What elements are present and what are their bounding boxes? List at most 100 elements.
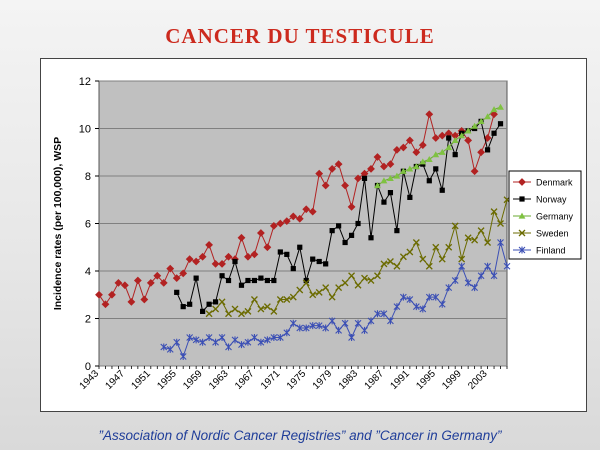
data-point-finland (192, 336, 200, 344)
data-point-finland (503, 262, 511, 270)
data-point-norway (452, 152, 458, 158)
data-point-denmark (127, 297, 136, 306)
data-point-norway (491, 130, 497, 136)
data-point-finland (218, 334, 226, 341)
data-point-finland (160, 343, 168, 351)
data-point-finland (393, 303, 401, 311)
data-point-denmark (133, 276, 142, 285)
data-point-sweden (276, 296, 284, 303)
data-point-denmark (483, 134, 492, 142)
data-point-norway (407, 194, 413, 200)
y-tick-label: 10 (79, 124, 91, 136)
data-point-finland (328, 317, 336, 325)
data-point-norway (180, 304, 186, 310)
data-point-germany (399, 167, 407, 174)
source-footer: ”Association of Nordic Cancer Registries… (98, 428, 502, 443)
data-point-norway (484, 147, 491, 153)
data-point-norway (297, 244, 303, 250)
chart-frame: 0 2 4 6 8 10 12 1943 1947 1951 1955 1959 1963 1967 197… (40, 58, 587, 412)
data-point-germany (458, 132, 466, 139)
data-point-sweden (484, 239, 492, 246)
data-point-denmark (315, 169, 324, 178)
data-point-finland (458, 262, 466, 270)
x-tick-label: 1951 (129, 368, 153, 392)
data-point-sweden (296, 286, 304, 294)
legend-label-finland: Finland (536, 246, 566, 256)
legend-marker-denmark (518, 178, 526, 186)
data-point-finland (399, 293, 407, 301)
data-point-finland (361, 326, 368, 334)
data-point-finland (322, 324, 330, 332)
x-tick-label: 1983 (337, 368, 361, 392)
data-point-norway (264, 277, 270, 284)
data-point-finland (251, 334, 258, 341)
data-point-sweden (425, 262, 433, 270)
data-point-denmark (373, 153, 382, 161)
data-point-finland (354, 319, 362, 327)
data-point-finland (471, 284, 479, 292)
data-point-finland (464, 279, 472, 287)
legend-item-norway: Norway (513, 195, 567, 205)
data-point-denmark (101, 300, 110, 309)
data-point-denmark (224, 252, 233, 261)
data-point-germany (484, 113, 491, 120)
data-point-sweden (270, 307, 278, 315)
data-point-finland (490, 272, 498, 280)
data-point-finland (212, 338, 219, 346)
data-point-finland (225, 343, 232, 351)
data-point-sweden (212, 305, 220, 313)
data-point-germany (497, 103, 504, 110)
data-point-sweden (250, 296, 258, 303)
data-point-sweden (361, 274, 368, 282)
data-point-denmark (211, 259, 220, 268)
data-point-sweden (386, 258, 394, 265)
y-tick-label: 8 (85, 171, 91, 183)
data-point-norway (277, 249, 283, 255)
data-point-denmark (256, 229, 265, 237)
x-tick-label: 1943 (78, 368, 102, 392)
data-point-denmark (354, 174, 362, 183)
data-point-norway (323, 261, 329, 267)
data-point-denmark (237, 233, 246, 242)
data-point-finland (374, 310, 381, 318)
data-point-sweden (328, 293, 336, 301)
data-point-sweden (283, 296, 291, 303)
data-point-norway (271, 277, 277, 284)
data-point-germany (374, 182, 381, 189)
data-point-finland (276, 334, 284, 341)
data-point-sweden (322, 284, 330, 292)
data-point-denmark (263, 243, 272, 252)
data-point-sweden (315, 288, 323, 296)
data-point-sweden (231, 305, 239, 313)
data-point-finland (380, 310, 388, 318)
data-point-sweden (380, 260, 388, 268)
data-point-denmark (282, 217, 291, 226)
legend-item-finland: Finland (513, 246, 566, 256)
data-point-norway (238, 282, 245, 288)
data-point-finland (270, 334, 278, 341)
data-point-finland (451, 277, 459, 284)
y-tick-label: 12 (79, 76, 91, 88)
data-point-denmark (205, 240, 214, 249)
data-point-finland (238, 341, 245, 349)
data-point-denmark (276, 219, 285, 228)
data-point-finland (477, 272, 485, 280)
data-point-norway (368, 235, 374, 241)
x-tick-label: 1959 (181, 368, 205, 392)
data-point-denmark (244, 252, 252, 261)
data-point-germany (425, 155, 433, 162)
data-point-denmark (328, 164, 337, 173)
data-point-norway (258, 275, 264, 281)
slide-title: CANCER DU TESTICULE (165, 24, 435, 48)
data-point-finland (438, 300, 446, 308)
data-point-denmark (380, 162, 388, 171)
data-point-denmark (120, 281, 129, 290)
data-point-denmark (477, 148, 486, 157)
data-point-sweden (438, 255, 446, 263)
data-point-sweden (497, 220, 504, 227)
data-point-sweden (445, 243, 453, 251)
data-point-germany (464, 127, 472, 134)
data-point-germany (445, 144, 453, 151)
x-tick-label: 1963 (207, 368, 231, 392)
